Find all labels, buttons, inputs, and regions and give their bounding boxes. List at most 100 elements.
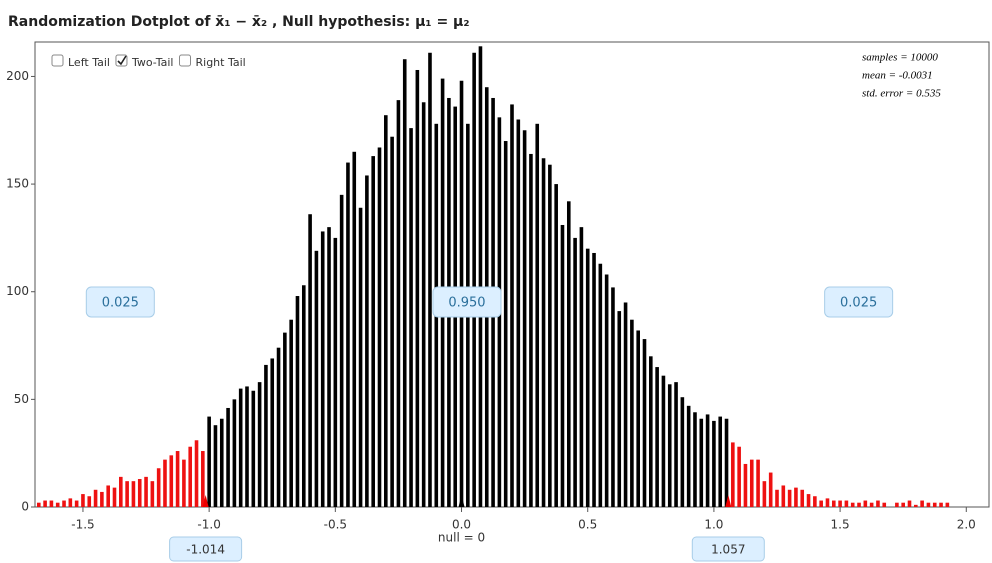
bar (119, 476, 123, 507)
bar (87, 496, 92, 507)
bar (566, 201, 571, 508)
bar (857, 502, 861, 507)
checkbox-label[interactable]: Right Tail (196, 56, 246, 69)
bar (106, 485, 110, 507)
cutoff-marker (725, 495, 732, 507)
bar (876, 500, 880, 507)
bar (346, 162, 350, 508)
bar (112, 487, 117, 507)
bar (794, 487, 798, 507)
proportion-box[interactable] (85, 286, 155, 318)
bar (939, 502, 943, 507)
null-marker (458, 495, 465, 507)
bar (737, 446, 741, 507)
x-tick-label: -1.5 (71, 518, 94, 532)
bar (131, 481, 136, 507)
x-tick-label: 2.0 (957, 518, 976, 532)
x-tick-label: 1.5 (831, 518, 850, 532)
bar (882, 502, 887, 507)
bar (384, 115, 388, 507)
bar (945, 502, 950, 507)
bar (371, 156, 375, 507)
bar (478, 46, 483, 508)
bar (598, 263, 603, 507)
checkbox-label[interactable]: Two-Tail (131, 56, 174, 69)
bar (693, 412, 697, 507)
bar (301, 285, 306, 507)
bar (535, 123, 540, 508)
checkmark (117, 55, 127, 66)
bar (731, 442, 735, 507)
proportion-label: 0.950 (448, 296, 485, 311)
bar (339, 194, 344, 507)
bar (144, 476, 148, 507)
bar (251, 390, 256, 507)
bar (207, 416, 211, 507)
bar (314, 250, 319, 507)
bar (787, 489, 792, 507)
bar (100, 491, 104, 507)
bar (743, 463, 748, 507)
proportion-box[interactable] (824, 286, 894, 318)
bar (863, 500, 868, 507)
bar (604, 274, 609, 507)
bar (642, 339, 647, 507)
bar (308, 214, 312, 507)
bar (781, 485, 786, 507)
bar (522, 130, 527, 507)
bar (838, 500, 842, 507)
checkbox-label[interactable]: Left Tail (68, 56, 110, 69)
bar (125, 481, 129, 507)
bar (529, 153, 533, 507)
cutoff-marker (202, 495, 209, 507)
cutoff-value: -1.014 (186, 543, 225, 557)
bar (592, 252, 596, 507)
proportion-label: 0.025 (840, 296, 877, 311)
bar (649, 356, 653, 507)
bar (201, 451, 205, 507)
cutoff-box[interactable] (691, 536, 765, 562)
bar (756, 459, 760, 507)
bar (175, 451, 180, 507)
bar (415, 69, 420, 507)
y-tick-label: 100 (6, 284, 29, 298)
bar (137, 479, 142, 507)
bar (926, 502, 931, 507)
bar (548, 164, 552, 508)
bar (62, 500, 66, 507)
bar (806, 494, 811, 507)
bar (895, 502, 899, 507)
chart-title: Randomization Dotplot of x̄₁ − x̄₂ , Nul… (8, 14, 469, 30)
bar (712, 420, 716, 507)
bar (749, 459, 754, 507)
bar (869, 502, 874, 507)
bar (825, 498, 830, 507)
bar (800, 489, 805, 507)
proportion-label: 0.025 (102, 296, 139, 311)
bar (611, 287, 615, 507)
bar (674, 382, 678, 507)
bar (699, 418, 704, 507)
y-tick-label: 50 (14, 392, 29, 406)
bar (150, 481, 155, 507)
bar (219, 418, 224, 507)
bar (623, 302, 628, 507)
bar (55, 502, 60, 507)
checkbox[interactable] (179, 54, 191, 67)
bar (775, 489, 779, 507)
bar (169, 455, 174, 507)
checkbox[interactable] (51, 54, 64, 67)
bar (163, 459, 167, 507)
null-label: null = 0 (438, 531, 485, 545)
bar (295, 296, 300, 507)
bar (365, 175, 369, 507)
cutoff-box[interactable] (169, 536, 243, 562)
bar (636, 330, 640, 507)
proportion-box[interactable] (432, 286, 502, 318)
bar (724, 418, 729, 507)
bar (680, 397, 685, 507)
bar (93, 489, 98, 507)
bar (333, 237, 338, 507)
bar (43, 500, 47, 507)
bar (901, 502, 905, 507)
